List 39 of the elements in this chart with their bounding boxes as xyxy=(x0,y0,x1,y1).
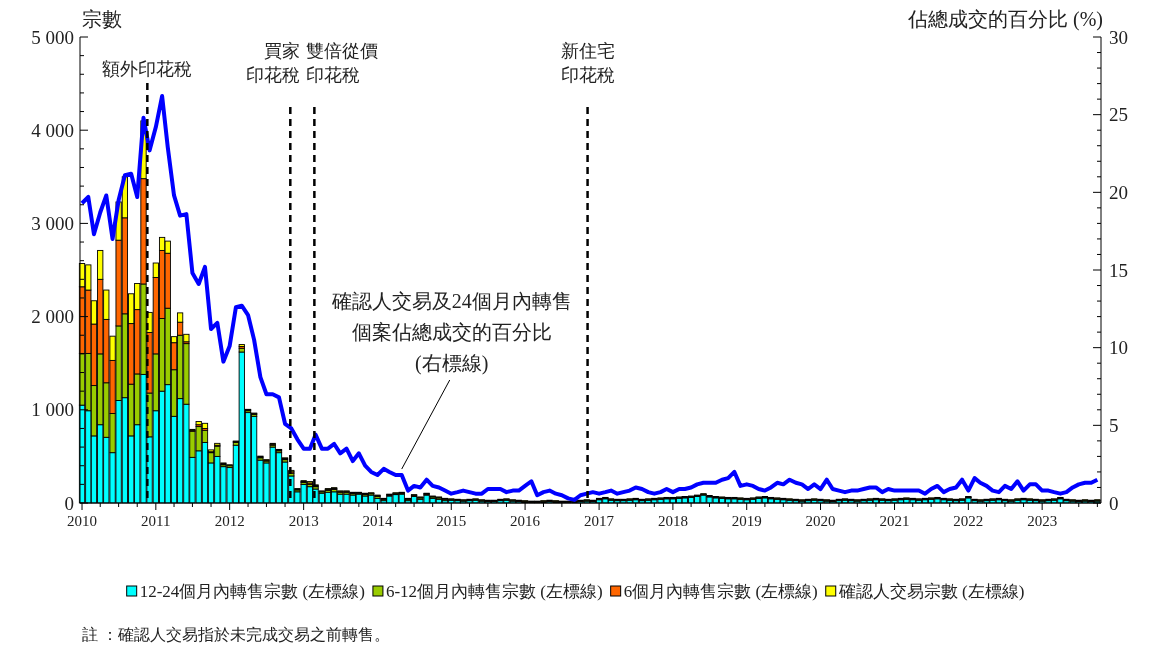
x-tick-label: 2020 xyxy=(805,513,836,529)
ref-line-label: 新住宅印花稅 xyxy=(560,41,615,85)
x-tick-label: 2016 xyxy=(510,513,541,529)
x-tick-label: 2010 xyxy=(67,513,98,529)
y2-tick-label: 25 xyxy=(1109,104,1128,126)
y2-tick-label: 30 xyxy=(1109,26,1128,48)
ref-line-label: 買家印花稅 xyxy=(246,41,301,85)
y-axis-title: 宗數 xyxy=(82,8,122,30)
legend-label: 6-12個月內轉售宗數 (左標線) xyxy=(385,582,603,601)
x-tick-label: 2015 xyxy=(436,513,467,529)
x-tick-label: 2013 xyxy=(288,513,319,529)
ref-line-label: 額外印花稅 xyxy=(102,59,193,79)
y2-tick-label: 10 xyxy=(1109,337,1128,359)
y-tick-label: 1 000 xyxy=(31,399,74,421)
y-tick-label: 2 000 xyxy=(31,306,74,328)
y2-tick-label: 5 xyxy=(1109,414,1119,436)
x-tick-label: 2021 xyxy=(879,513,910,529)
x-tick-label: 2019 xyxy=(731,513,762,529)
y2-tick-label: 0 xyxy=(1109,492,1119,514)
legend-label: 6個月內轉售宗數 (左標線) xyxy=(623,582,818,601)
x-tick-label: 2023 xyxy=(1027,513,1058,529)
x-tick-label: 2014 xyxy=(362,513,393,529)
text: 註 ：確認人交易指於未完成交易之前轉售。 xyxy=(82,626,390,643)
y-tick-label: 5 000 xyxy=(31,26,74,48)
y2-axis-title: 佔總成交的百分比 (%) xyxy=(907,8,1103,31)
y2-tick-label: 20 xyxy=(1109,181,1128,203)
y-tick-label: 0 xyxy=(64,492,74,514)
ref-line-label: 雙倍從價印花稅 xyxy=(306,41,379,85)
legend-label: 確認人交易宗數 (左標線) xyxy=(837,582,1025,601)
legend-label: 12-24個月內轉售宗數 (左標線) xyxy=(139,582,365,601)
x-tick-label: 2011 xyxy=(141,513,171,529)
x-tick-label: 2017 xyxy=(584,513,615,529)
x-tick-label: 2022 xyxy=(953,513,984,529)
y2-tick-label: 15 xyxy=(1109,259,1128,281)
x-tick-label: 2018 xyxy=(657,513,688,529)
y-tick-label: 4 000 xyxy=(31,119,74,141)
x-tick-label: 2012 xyxy=(214,513,245,529)
y-tick-label: 3 000 xyxy=(31,213,74,235)
annotation: 確認人交易及24個月內轉售個案佔總成交的百分比(右標線) xyxy=(330,290,572,375)
